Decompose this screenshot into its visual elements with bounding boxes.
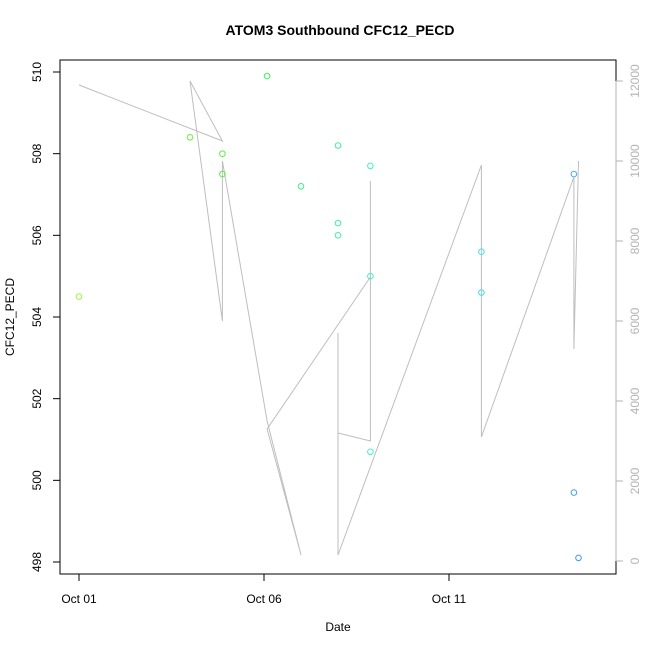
y2-tick-label: 10000 (628, 144, 642, 178)
line-layer (78, 80, 579, 556)
chart-title: ATOM3 Southbound CFC12_PECD (226, 22, 455, 38)
y-axis-right: 0 2000 4000 6000 8000 10000 12000 (615, 64, 642, 564)
y2-tick-label: 2000 (628, 467, 642, 494)
y-tick-label: 510 (30, 62, 44, 82)
y-tick-label: 508 (30, 143, 44, 163)
y2-tick-label: 0 (628, 557, 642, 564)
data-point (570, 489, 578, 496)
data-point (367, 448, 374, 456)
y2-tick-label: 6000 (628, 307, 642, 334)
x-tick-label: Oct 01 (61, 592, 97, 606)
x-axis-label: Date (325, 620, 351, 634)
point-layer (75, 72, 582, 562)
data-point (478, 289, 485, 296)
x-tick-label: Oct 06 (246, 592, 282, 606)
y-tick-label: 502 (30, 388, 44, 408)
data-point (263, 72, 271, 80)
y-tick-label: 500 (30, 470, 44, 490)
data-point (334, 142, 342, 149)
data-point (575, 554, 582, 562)
y2-tick-label: 4000 (628, 387, 642, 414)
data-point (334, 232, 342, 239)
data-point (570, 170, 578, 178)
data-point (478, 248, 485, 255)
data-point (297, 183, 305, 190)
y-tick-label: 504 (30, 307, 44, 327)
data-point (219, 170, 226, 178)
data-point (334, 219, 342, 227)
y2-tick-label: 8000 (628, 227, 642, 254)
data-point (219, 150, 226, 157)
data-point (367, 272, 374, 280)
data-point (367, 162, 374, 170)
y-axis-label: CFC12_PECD (3, 278, 17, 356)
y2-tick-label: 12000 (628, 64, 642, 98)
x-tick-label: Oct 11 (432, 592, 467, 606)
y-tick-label: 506 (30, 225, 44, 245)
data-point (186, 134, 194, 141)
data-point (75, 293, 83, 300)
x-axis: Oct 01 Oct 06 Oct 11 (61, 573, 467, 606)
series-line (78, 80, 579, 556)
y-axis-left: 498 500 502 504 506 508 510 (30, 62, 61, 572)
y-tick-label: 498 (30, 552, 44, 572)
